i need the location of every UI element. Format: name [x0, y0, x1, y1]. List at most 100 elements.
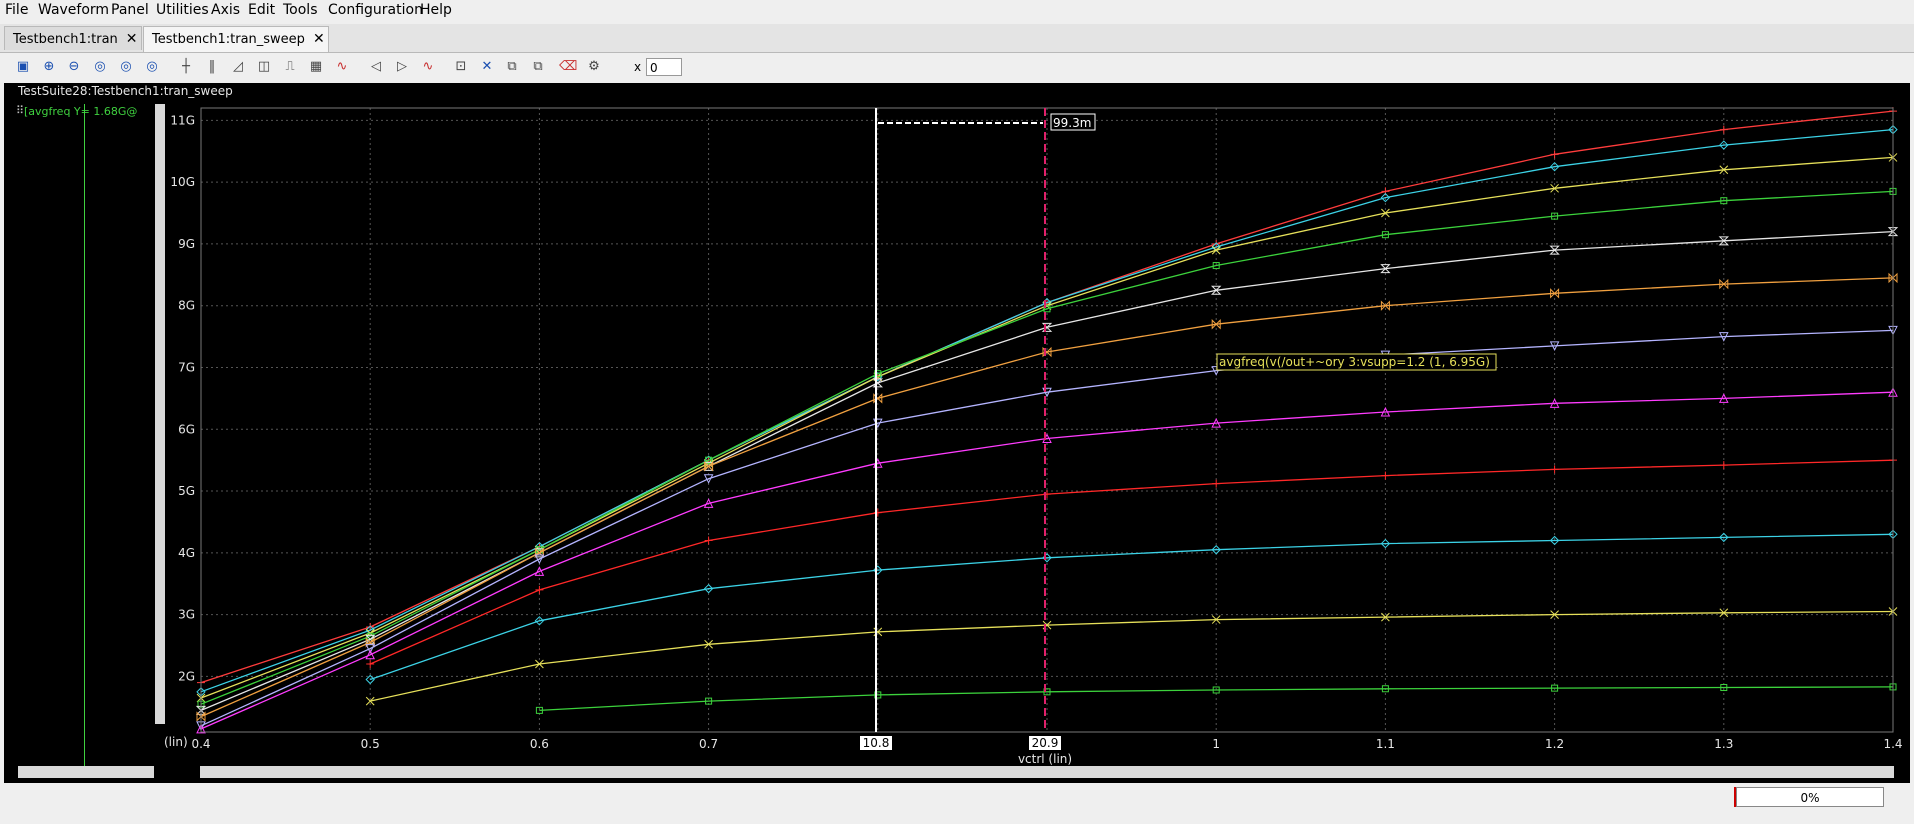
- waveform-series: [366, 456, 1897, 669]
- zoom-fit-icon[interactable]: ▣: [16, 59, 30, 74]
- data-point: [1720, 684, 1728, 692]
- x-axis-label: vctrl (lin): [1018, 752, 1072, 766]
- data-point: [1888, 272, 1898, 284]
- data-point: [703, 474, 714, 484]
- data-point: [705, 456, 713, 464]
- signal-icon[interactable]: ∿: [422, 59, 434, 74]
- tab-label: Testbench1:tran_sweep: [152, 32, 305, 47]
- zoom-x-icon[interactable]: ◎: [94, 59, 106, 74]
- data-point: [535, 706, 543, 714]
- data-point: [365, 625, 375, 635]
- grid-icon[interactable]: ▦: [309, 59, 323, 74]
- data-point: [1718, 236, 1730, 246]
- toolbar: ▣ ⊕ ⊖ ◎ ◎ ◎ ┼ ‖ ◿ ◫ ⎍ ▦ ∿ ◁ ▷ ∿ ⊡ ✕ ⧉ ⧉ …: [0, 53, 1914, 83]
- next-icon[interactable]: ▷: [397, 59, 407, 74]
- data-point: [1380, 300, 1390, 311]
- zoom-out-icon[interactable]: ⊖: [68, 59, 80, 74]
- data-point: [1550, 183, 1559, 193]
- pulse-icon[interactable]: ⎍: [285, 59, 295, 74]
- y-tick-label: 7G: [178, 360, 195, 374]
- data-point: [196, 723, 206, 734]
- menu-edit[interactable]: Edit: [248, 2, 276, 18]
- data-point: [534, 541, 545, 552]
- y-tick-label: 5G: [178, 484, 195, 498]
- delete-icon[interactable]: ✕: [481, 59, 493, 74]
- vertical-scrollbar[interactable]: [155, 104, 165, 724]
- drag-handle-icon[interactable]: ⠿: [16, 104, 25, 117]
- data-point: [1381, 231, 1389, 239]
- data-point: [1211, 242, 1221, 252]
- data-point: [874, 691, 882, 699]
- previous-icon[interactable]: ◁: [371, 59, 381, 74]
- signal-legend-pane: ⠿ [avgfreq Y= 1.68G@: [6, 104, 154, 774]
- delta-label: 99.3m: [1053, 116, 1091, 130]
- progress-accent: [1734, 787, 1736, 807]
- data-point: [534, 547, 544, 559]
- slope-icon[interactable]: ◿: [233, 59, 243, 74]
- data-point: [1211, 319, 1221, 330]
- x-tick-label: 1.2: [1545, 737, 1564, 751]
- menu-axis[interactable]: Axis: [211, 2, 241, 18]
- data-point: [1550, 150, 1559, 159]
- data-point: [1720, 197, 1728, 205]
- menu-configuration[interactable]: Configuration: [328, 2, 423, 18]
- vertical-marker-icon[interactable]: ‖: [208, 59, 216, 74]
- link-icon[interactable]: ⧉: [533, 59, 543, 74]
- zoom-y-icon[interactable]: ◎: [120, 59, 132, 74]
- x-tick-label: 1.1: [1376, 737, 1395, 751]
- axes: 0.40.50.60.70.80.911.11.21.31.42G3G4G5G6…: [164, 107, 1903, 766]
- legend-scrollbar[interactable]: [18, 766, 154, 778]
- data-point: [1887, 227, 1899, 237]
- horizontal-scrollbar[interactable]: [200, 766, 1894, 778]
- eraser-icon[interactable]: ⌫: [559, 59, 578, 74]
- copy-icon[interactable]: ⧉: [507, 59, 517, 74]
- settings-icon[interactable]: ⚙: [588, 59, 600, 74]
- data-point: [1719, 165, 1729, 175]
- crosshair-icon[interactable]: ┼: [182, 59, 190, 74]
- zoom-box-icon[interactable]: ◎: [146, 59, 158, 74]
- menu-waveform[interactable]: Waveform: [38, 2, 110, 18]
- tooltip-box: [1216, 353, 1497, 371]
- data-point: [1211, 245, 1221, 255]
- data-point: [704, 461, 714, 472]
- y-tick-label: 11G: [170, 113, 195, 127]
- data-point: [365, 637, 375, 648]
- x-input[interactable]: 0: [646, 58, 682, 76]
- x-tick-label: 0.5: [361, 737, 380, 751]
- plot-frame: [200, 107, 1894, 733]
- zoom-in-icon[interactable]: ⊕: [43, 59, 55, 74]
- marker-a-tag[interactable]: [860, 736, 892, 750]
- menu-panel[interactable]: Panel: [111, 2, 149, 18]
- data-point: [1551, 684, 1559, 692]
- data-point: [1719, 532, 1729, 543]
- point-marker-icon[interactable]: ◫: [257, 59, 271, 74]
- data-point: [365, 649, 376, 660]
- data-point: [1380, 264, 1391, 274]
- series-line: [200, 391, 1894, 730]
- data-point: [1551, 212, 1559, 220]
- close-icon[interactable]: ✕: [125, 31, 138, 47]
- data-point: [1718, 393, 1729, 403]
- marker-b-tag[interactable]: [1029, 736, 1061, 750]
- close-icon[interactable]: ✕: [312, 31, 325, 47]
- panel-icon[interactable]: ⊡: [455, 59, 467, 74]
- data-point: [365, 674, 375, 685]
- menu-utilities[interactable]: Utilities: [156, 2, 209, 18]
- waveform-color-icon[interactable]: ∿: [336, 59, 348, 74]
- menu-file[interactable]: File: [5, 2, 29, 18]
- y-tick-label: 10G: [170, 175, 195, 189]
- menu-tools[interactable]: Tools: [283, 2, 318, 18]
- data-point: [1211, 366, 1222, 376]
- signal-legend[interactable]: [avgfreq Y= 1.68G@: [24, 105, 138, 118]
- status-bar: [0, 785, 1914, 824]
- tab-testbench1-tran[interactable]: Testbench1:tran ✕: [4, 26, 142, 50]
- data-point: [534, 616, 545, 626]
- menu-help[interactable]: Help: [420, 2, 452, 18]
- series-line: [200, 128, 1894, 693]
- delta-label-box: [1050, 113, 1096, 131]
- data-point: [1381, 685, 1389, 693]
- tab-testbench1-tran-sweep[interactable]: Testbench1:tran_sweep ✕: [143, 26, 329, 52]
- data-point: [1381, 208, 1390, 218]
- data-point: [535, 659, 544, 669]
